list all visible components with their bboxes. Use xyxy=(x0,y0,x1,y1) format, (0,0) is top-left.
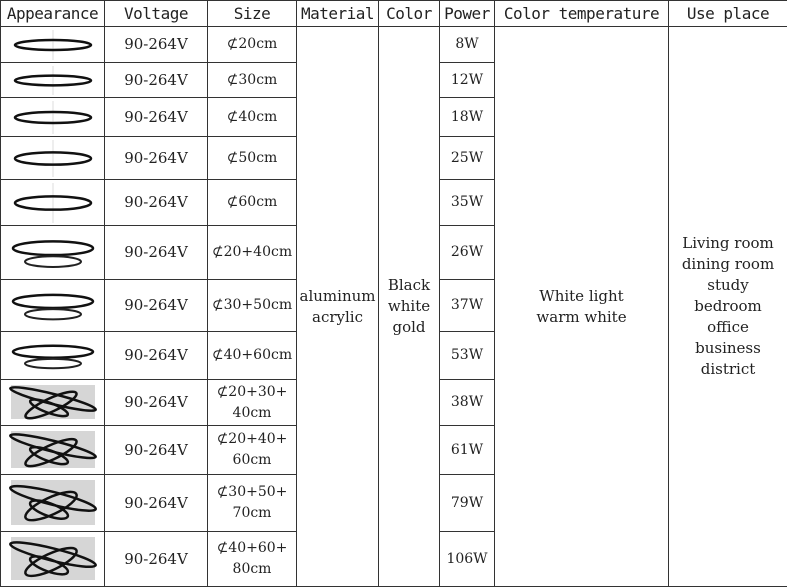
header-voltage: Voltage xyxy=(104,0,208,27)
triple-ring-lamp-icon xyxy=(8,384,97,420)
size-cell: ⊄30cm xyxy=(207,62,297,98)
voltage-cell: 90-264V xyxy=(104,62,208,98)
single-ring-lamp-icon xyxy=(13,139,92,177)
header-size: Size xyxy=(207,0,297,27)
use-place-cell: Living room dining room study bedroom of… xyxy=(668,26,787,587)
appearance-cell xyxy=(0,26,105,63)
voltage-cell: 90-264V xyxy=(104,379,208,426)
voltage-cell: 90-264V xyxy=(104,179,208,226)
size-cell: ⊄50cm xyxy=(207,136,297,180)
single-ring-lamp-icon xyxy=(13,182,92,223)
power-cell: 37W xyxy=(439,279,495,332)
appearance-cell xyxy=(0,279,105,332)
appearance-cell xyxy=(0,225,105,280)
voltage-cell: 90-264V xyxy=(104,531,208,587)
voltage-cell: 90-264V xyxy=(104,136,208,180)
double-ring-lamp-icon xyxy=(11,344,94,369)
header-use-place: Use place xyxy=(668,0,787,27)
voltage-cell: 90-264V xyxy=(104,279,208,332)
table-row: 90-264V ⊄40cm 18W xyxy=(0,97,787,137)
power-cell: 38W xyxy=(439,379,495,426)
single-ring-lamp-icon xyxy=(13,65,92,95)
table-row: 90-264V ⊄50cm 25W xyxy=(0,136,787,180)
material-cell: aluminum acrylic xyxy=(296,26,379,587)
header-material: Material xyxy=(296,0,379,27)
voltage-cell: 90-264V xyxy=(104,474,208,532)
table-row: 90-264V ⊄20+40cm 26W xyxy=(0,225,787,280)
single-ring-lamp-icon xyxy=(13,100,92,134)
power-cell: 18W xyxy=(439,97,495,137)
table-row: 90-264V ⊄30cm 12W xyxy=(0,62,787,98)
power-cell: 8W xyxy=(439,26,495,63)
appearance-cell xyxy=(0,531,105,587)
power-cell: 26W xyxy=(439,225,495,280)
header-row: Appearance Voltage Size Material Color P… xyxy=(0,0,787,27)
appearance-cell xyxy=(0,379,105,426)
power-cell: 12W xyxy=(439,62,495,98)
power-cell: 61W xyxy=(439,425,495,475)
size-cell: ⊄40+60cm xyxy=(207,331,297,380)
size-cell: ⊄60cm xyxy=(207,179,297,226)
table-row: 90-264V ⊄40+60+ 80cm 106W xyxy=(0,531,787,587)
single-ring-lamp-icon xyxy=(13,29,92,60)
voltage-cell: 90-264V xyxy=(104,425,208,475)
table-row: 90-264V ⊄20+40+ 60cm 61W xyxy=(0,425,787,475)
size-cell: ⊄40cm xyxy=(207,97,297,137)
size-cell: ⊄30+50+ 70cm xyxy=(207,474,297,532)
table-row: 90-264V ⊄20+30+ 40cm 38W xyxy=(0,379,787,426)
header-appearance: Appearance xyxy=(0,0,105,27)
size-cell: ⊄40+60+ 80cm xyxy=(207,531,297,587)
voltage-cell: 90-264V xyxy=(104,331,208,380)
appearance-cell xyxy=(0,474,105,532)
size-cell: ⊄20+40+ 60cm xyxy=(207,425,297,475)
table-row: 90-264V ⊄30+50cm 37W xyxy=(0,279,787,332)
size-cell: ⊄30+50cm xyxy=(207,279,297,332)
table-row: 90-264V ⊄30+50+ 70cm 79W xyxy=(0,474,787,532)
double-ring-lamp-icon xyxy=(11,239,94,268)
triple-ring-lamp-icon xyxy=(8,536,97,580)
appearance-cell xyxy=(0,179,105,226)
triple-ring-lamp-icon xyxy=(8,430,97,468)
appearance-cell xyxy=(0,331,105,380)
voltage-cell: 90-264V xyxy=(104,26,208,63)
header-power: Power xyxy=(439,0,495,27)
appearance-cell xyxy=(0,62,105,98)
size-cell: ⊄20cm xyxy=(207,26,297,63)
table-row: 90-264V ⊄40+60cm 53W xyxy=(0,331,787,380)
triple-ring-lamp-icon xyxy=(8,479,97,525)
table-row: 90-264V ⊄20cm aluminum acrylic Black whit… xyxy=(0,26,787,587)
power-cell: 53W xyxy=(439,331,495,380)
power-cell: 79W xyxy=(439,474,495,532)
power-cell: 106W xyxy=(439,531,495,587)
table-row: 90-264V ⊄60cm 35W xyxy=(0,179,787,226)
appearance-cell xyxy=(0,136,105,180)
double-ring-lamp-icon xyxy=(11,293,94,320)
header-color: Color xyxy=(378,0,440,27)
header-color-temperature: Color temperature xyxy=(494,0,669,27)
color-temperature-cell: White light warm white xyxy=(494,26,669,587)
voltage-cell: 90-264V xyxy=(104,97,208,137)
color-cell: Black white gold xyxy=(378,26,440,587)
power-cell: 35W xyxy=(439,179,495,226)
size-cell: ⊄20+30+ 40cm xyxy=(207,379,297,426)
appearance-cell xyxy=(0,425,105,475)
size-cell: ⊄20+40cm xyxy=(207,225,297,280)
power-cell: 25W xyxy=(439,136,495,180)
appearance-cell xyxy=(0,97,105,137)
voltage-cell: 90-264V xyxy=(104,225,208,280)
